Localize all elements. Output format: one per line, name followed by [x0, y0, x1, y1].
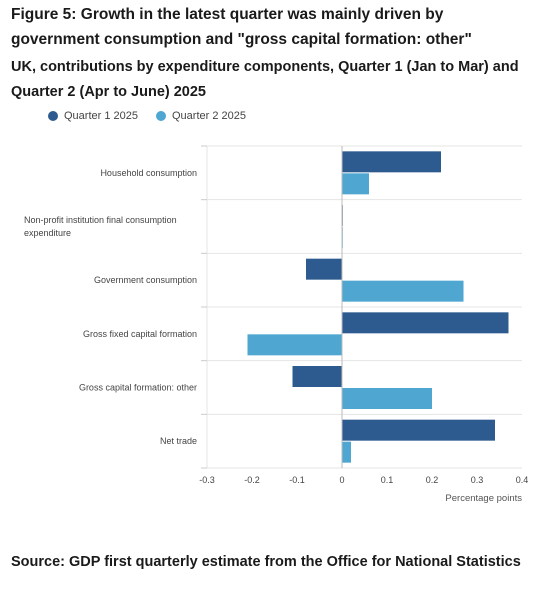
category-label-3: Gross fixed capital formation — [83, 329, 197, 339]
bar-q1-2 — [306, 258, 342, 280]
x-tick-label-4: 0.1 — [381, 475, 394, 485]
bar-q1-3 — [342, 312, 509, 334]
legend-item-q2: Quarter 2 2025 — [156, 110, 246, 122]
category-label-2: Government consumption — [94, 275, 197, 285]
bar-q2-3 — [247, 334, 342, 356]
bar-q2-5 — [342, 441, 351, 463]
bar-q1-4 — [292, 366, 342, 387]
category-label-1: Non-profit institution final consumption… — [24, 215, 177, 238]
bar-q2-2 — [342, 280, 464, 302]
chart-title: Figure 5: Growth in the latest quarter w… — [11, 6, 472, 48]
x-tick-label-5: 0.2 — [426, 475, 439, 485]
x-axis-title: Percentage points — [445, 493, 522, 504]
bar-q2-0 — [342, 173, 369, 195]
bar-q2-4 — [342, 388, 432, 409]
source-note: Source: GDP first quarterly estimate fro… — [11, 554, 521, 570]
bar-chart: Household consumption Non-profit institut… — [24, 145, 529, 504]
category-label-0: Household consumption — [100, 168, 197, 178]
legend-swatch-q2 — [156, 111, 166, 121]
legend-label-q2: Quarter 2 2025 — [172, 110, 246, 122]
x-tick-label-7: 0.4 — [516, 475, 529, 485]
bar-q1-0 — [342, 151, 441, 173]
category-label-4: Gross capital formation: other — [79, 383, 197, 393]
x-tick-label-3: 0 — [339, 475, 344, 485]
x-tick-label-2: -0.1 — [289, 475, 305, 485]
legend-swatch-q1 — [48, 111, 58, 121]
bar-q1-5 — [342, 419, 495, 441]
x-tick-label-0: -0.3 — [199, 475, 215, 485]
category-label-5: Net trade — [160, 436, 197, 446]
legend-item-q1: Quarter 1 2025 — [48, 110, 138, 122]
x-tick-label-6: 0.3 — [471, 475, 484, 485]
legend: Quarter 1 2025 Quarter 2 2025 — [48, 110, 246, 122]
x-tick-label-1: -0.2 — [244, 475, 260, 485]
legend-label-q1: Quarter 1 2025 — [64, 110, 138, 122]
chart-subtitle: UK, contributions by expenditure compone… — [11, 59, 519, 100]
